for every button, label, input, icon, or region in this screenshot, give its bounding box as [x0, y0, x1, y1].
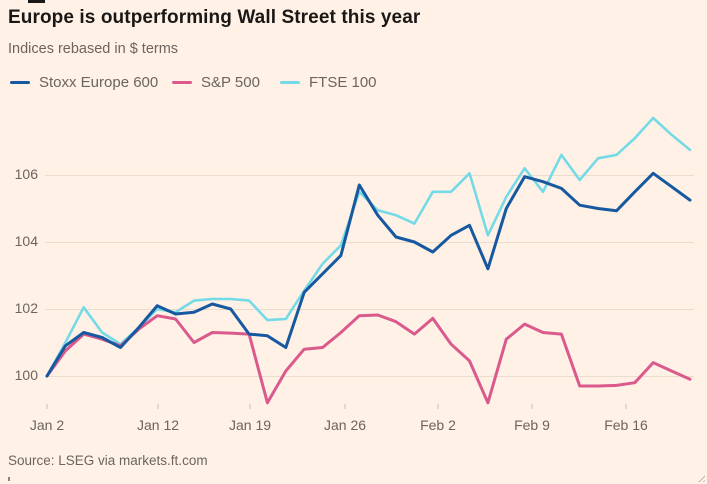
- x-tick-label: Feb 9: [514, 417, 550, 433]
- legend-label: Stoxx Europe 600: [39, 74, 159, 91]
- legend-swatch-ftse-line: [280, 80, 300, 85]
- chart-subtitle: Indices rebased in $ terms: [8, 41, 179, 57]
- y-tick-label: 100: [14, 367, 38, 383]
- gridline-100: [45, 376, 694, 377]
- gridline-104: [45, 242, 694, 243]
- y-tick-label: 106: [14, 166, 38, 182]
- x-tick-label: Jan 19: [228, 417, 272, 433]
- cropped-top-bar: [28, 0, 45, 3]
- legend-swatch-sp500-line: [172, 80, 192, 85]
- chart-title: Europe is outperforming Wall Street this…: [8, 7, 421, 28]
- source-attribution: Source: LSEG via markets.ft.com: [8, 453, 208, 468]
- x-tick-label: Jan 2: [29, 417, 65, 433]
- legend-item-ftse-100: FTSE 100: [280, 74, 377, 91]
- resize-grip-icon: [696, 473, 705, 482]
- gridline-106: [45, 175, 694, 176]
- x-tick-label: Jan 26: [323, 417, 367, 433]
- legend-label: S&P 500: [201, 74, 260, 91]
- legend-item-sp-500: S&P 500: [172, 74, 260, 91]
- chart-legend: Stoxx Europe 600 S&P 500 FTSE 100: [0, 74, 707, 91]
- cropped-text-fragment: [8, 477, 10, 481]
- x-tick-label: Jan 12: [136, 417, 180, 433]
- legend-item-stoxx-europe-600: Stoxx Europe 600: [10, 74, 158, 91]
- legend-swatch-stoxx-line: [10, 80, 30, 85]
- y-tick-label: 104: [14, 233, 38, 249]
- gridline-102: [45, 309, 694, 310]
- x-tick-label: Feb 2: [420, 417, 456, 433]
- y-tick-label: 102: [14, 300, 38, 316]
- legend-label: FTSE 100: [309, 74, 377, 91]
- x-tick-label: Feb 16: [604, 417, 648, 433]
